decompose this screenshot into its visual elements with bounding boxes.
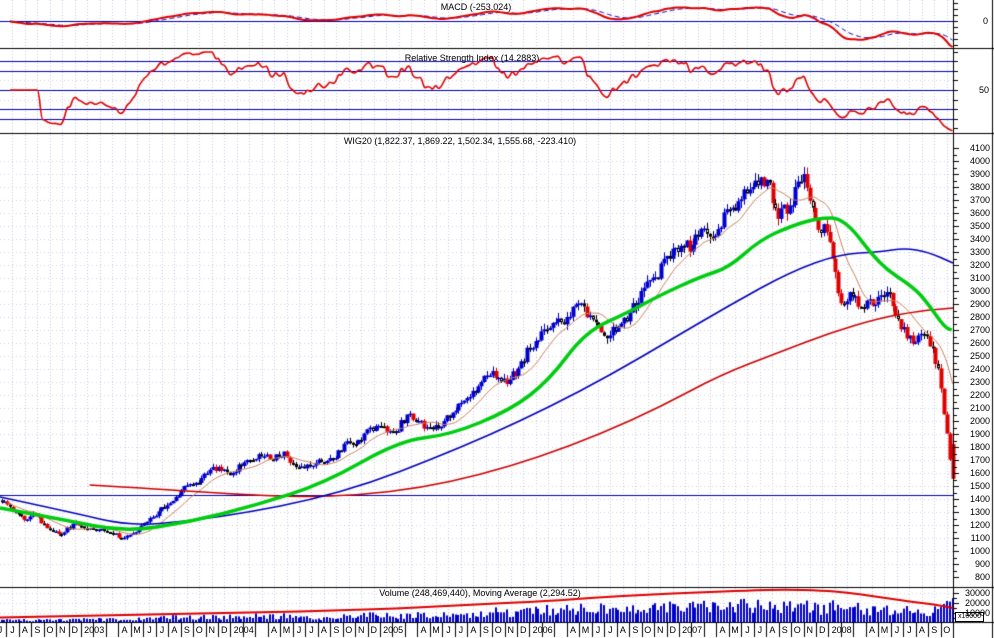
chart-canvas xyxy=(0,0,994,638)
chart-root: MACD (-253.024) Relative Strength Index … xyxy=(0,0,994,638)
